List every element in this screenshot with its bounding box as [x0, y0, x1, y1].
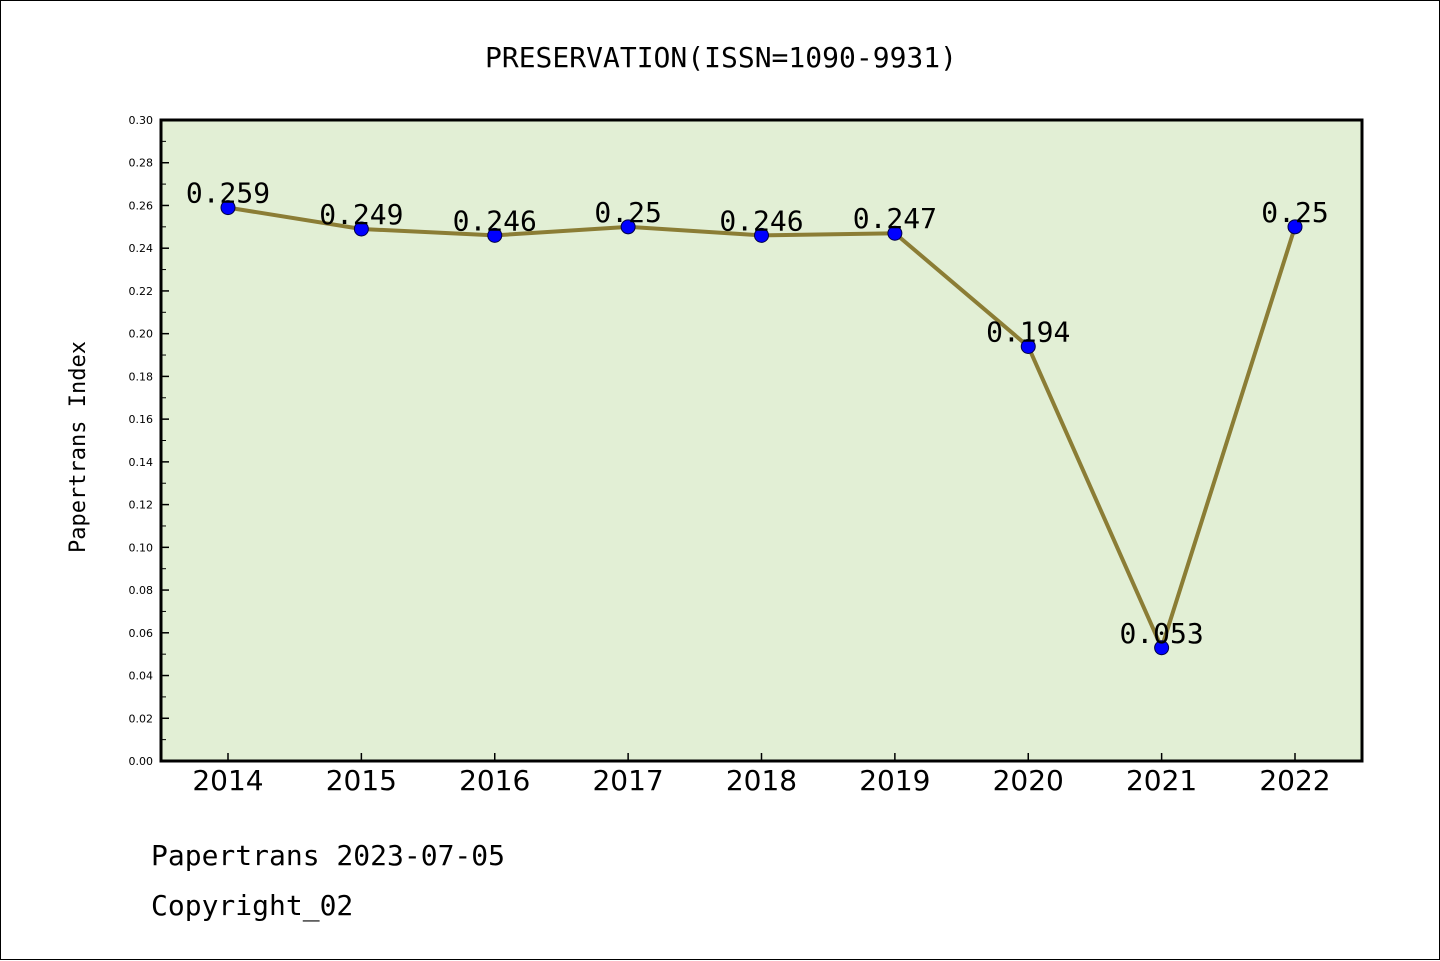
y-tick-label: 0.14: [129, 456, 154, 469]
footer-line-1: Papertrans 2023-07-05: [151, 839, 505, 872]
y-tick-label: 0.02: [129, 712, 154, 725]
y-tick-label: 0.22: [129, 285, 154, 298]
data-label: 0.25: [594, 196, 661, 229]
y-tick-label: 0.26: [129, 199, 154, 212]
data-point: [353, 221, 369, 237]
data-point: [1287, 219, 1303, 235]
x-tick-label: 2022: [1259, 764, 1330, 797]
data-label: 0.25: [1261, 196, 1328, 229]
y-tick-label: 0.08: [129, 584, 154, 597]
y-tick-label: 0.28: [129, 157, 154, 170]
data-label: 0.247: [853, 202, 937, 235]
x-axis: 2014 2015 2016 2017 2018 2019 2020 2021 2022: [192, 753, 1331, 797]
chart-title: PRESERVATION(ISSN=1090-9931): [485, 41, 957, 74]
y-tick-label: 0.16: [129, 413, 154, 426]
data-point: [620, 219, 636, 235]
data-point: [1020, 338, 1036, 354]
data-point: [487, 227, 503, 243]
x-tick-label: 2014: [192, 764, 263, 797]
y-tick-label: 0.12: [129, 499, 154, 512]
data-label: 0.249: [319, 198, 403, 231]
data-label: 0.194: [986, 315, 1070, 348]
x-tick-label: 2020: [993, 764, 1064, 797]
y-tick-label: 0.20: [129, 328, 154, 341]
data-label: 0.246: [719, 204, 803, 237]
y-axis-label: Papertrans Index: [66, 341, 91, 553]
y-axis: 0.00 0.02 0.04 0.06 0.08 0.10 0.12 0.14 0.16 0.18…: [129, 114, 169, 768]
y-tick-label: 0.00: [129, 755, 154, 768]
y-tick-label: 0.04: [129, 670, 154, 683]
series-layer: 0.259 0.249 0.246 0.25 0.246 0.247 0.194 0.053 0…: [186, 177, 1329, 656]
x-tick-label: 2018: [726, 764, 797, 797]
y-tick-label: 0.10: [129, 541, 154, 554]
data-label: 0.246: [453, 204, 537, 237]
data-label: 0.259: [186, 177, 270, 210]
x-tick-label: 2016: [459, 764, 530, 797]
y-tick-label: 0.18: [129, 370, 154, 383]
x-tick-label: 2015: [326, 764, 397, 797]
data-point: [887, 225, 903, 241]
x-tick-label: 2017: [592, 764, 663, 797]
x-tick-label: 2021: [1126, 764, 1197, 797]
data-point: [1154, 640, 1170, 656]
y-tick-label: 0.30: [129, 114, 154, 127]
y-tick-label: 0.24: [129, 242, 154, 255]
x-tick-label: 2019: [859, 764, 930, 797]
data-point: [220, 200, 236, 216]
data-label: 0.053: [1119, 617, 1203, 650]
data-point: [754, 227, 769, 243]
footer-line-2: Copyright_02: [151, 889, 353, 923]
y-tick-label: 0.06: [129, 627, 154, 640]
